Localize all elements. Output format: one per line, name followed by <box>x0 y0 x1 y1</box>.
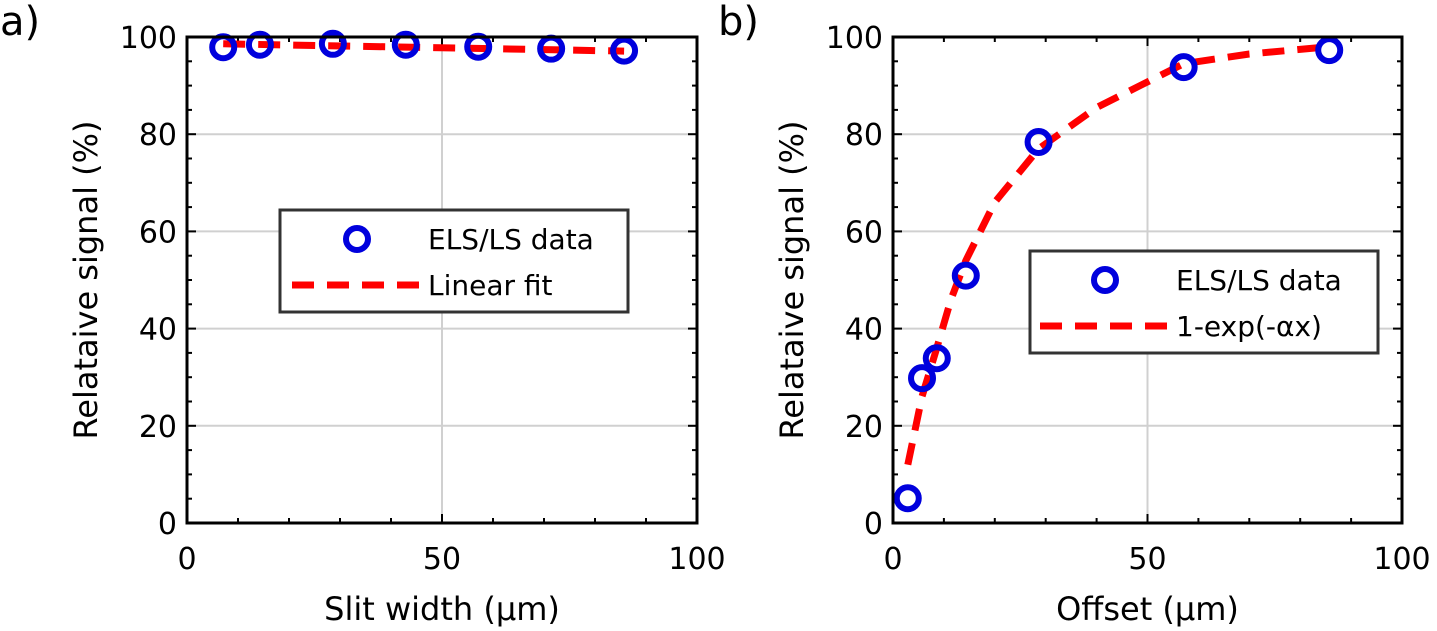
y-tick-label: 80 <box>139 118 177 153</box>
plot-frame <box>185 35 699 525</box>
plot-frame <box>891 35 1404 525</box>
x-axis-label: Slit width (μm) <box>324 590 560 628</box>
y-tick-label: 60 <box>845 215 883 250</box>
y-tick-label: 40 <box>845 313 883 348</box>
legend-marker <box>1091 266 1119 294</box>
legend-label: ELS/LS data <box>1176 264 1342 297</box>
data-point <box>1315 36 1344 65</box>
fit-line <box>223 40 625 55</box>
y-tick-label: 0 <box>864 507 883 542</box>
x-tick-label: 100 <box>1373 542 1430 577</box>
y-tick-label: 40 <box>139 313 177 348</box>
legend: ELS/LS data Linear fit <box>278 208 630 314</box>
chart-panel-b: 0 20 40 60 80 100 0 50 100 Offset (μm) Relataive s… <box>718 0 1431 628</box>
legend-marker <box>343 225 371 253</box>
legend: ELS/LS data 1-exp(-αx) <box>1028 249 1380 355</box>
data-point <box>391 30 420 59</box>
x-tick-label: 100 <box>668 542 725 577</box>
panel-label: a) <box>0 0 40 45</box>
data-point <box>318 29 347 58</box>
legend-box <box>278 208 630 314</box>
x-tick-label: 0 <box>177 542 196 577</box>
data-point <box>922 344 951 373</box>
legend-box <box>1028 249 1380 355</box>
legend-label: 1-exp(-αx) <box>1176 310 1322 343</box>
y-tick-label: 100 <box>826 21 883 56</box>
y-tick-label: 80 <box>845 118 883 153</box>
y-tick-label: 20 <box>845 410 883 445</box>
fit-line <box>904 43 1330 466</box>
legend-label: ELS/LS data <box>428 223 594 256</box>
y-tick-label: 100 <box>120 21 177 56</box>
data-point <box>893 484 922 513</box>
data-point <box>908 364 937 393</box>
y-tick-label: 0 <box>158 507 177 542</box>
x-tick-label: 50 <box>423 542 461 577</box>
data-point <box>245 30 274 59</box>
y-axis-label: Relataive signal (%) <box>773 120 811 439</box>
data-point <box>1024 127 1053 156</box>
panel-label: b) <box>718 0 759 45</box>
x-axis-label: Offset (μm) <box>1056 590 1239 628</box>
x-tick-label: 0 <box>883 542 902 577</box>
y-axis-label: Relataive signal (%) <box>67 120 105 439</box>
chart-panel-a: 0 20 40 60 80 100 0 50 100 Slit width (μm) Relatai… <box>0 0 726 628</box>
data-point <box>1169 53 1198 82</box>
y-tick-label: 20 <box>139 410 177 445</box>
data-point <box>951 261 980 290</box>
y-tick-label: 60 <box>139 215 177 250</box>
data-point <box>610 36 639 65</box>
legend-label: Linear fit <box>428 269 553 302</box>
x-tick-label: 50 <box>1128 542 1166 577</box>
